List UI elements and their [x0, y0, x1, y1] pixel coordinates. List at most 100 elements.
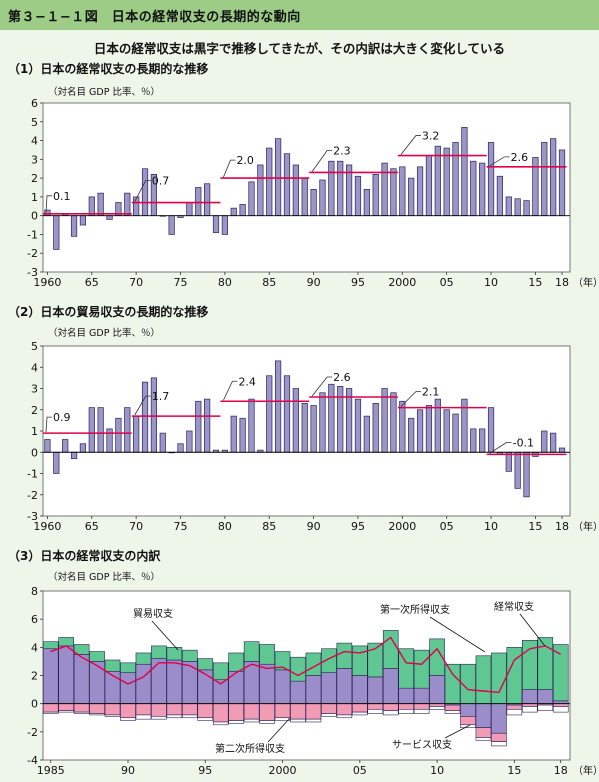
- panel1-bar: [443, 147, 450, 217]
- panel3-stack-segment: [475, 703, 492, 728]
- panel2-bar: [133, 415, 140, 453]
- panel3-stack-segment: [491, 732, 507, 742]
- panel3-stack-segment: [73, 703, 90, 713]
- panel1-bar: [230, 207, 237, 217]
- panel3-annotation: 第二次所得収支: [215, 742, 285, 755]
- panel3-stack-segment: [413, 649, 430, 689]
- panel1-average-label: 0.7: [152, 175, 170, 188]
- panel2-bar: [372, 403, 379, 453]
- panel1-bar: [434, 145, 441, 217]
- panel3-stack-segment: [58, 710, 74, 713]
- panel1-title: （1）日本の経常収支の長期的な推移: [8, 62, 209, 76]
- panel3-stack-segment: [429, 675, 445, 704]
- panel1-bar: [319, 179, 326, 217]
- panel3-stack-segment: [120, 717, 136, 721]
- panel3-stack-segment: [228, 652, 244, 672]
- panel1-bar: [514, 198, 521, 217]
- panel1-xtick-label: 85: [262, 276, 276, 289]
- panel3-stack-segment: [259, 644, 275, 665]
- panel3-stack-segment: [522, 706, 538, 713]
- panel2-bar: [44, 439, 51, 453]
- panel1-average-leader: [311, 150, 333, 172]
- panel1-xtick-label: 80: [218, 276, 232, 289]
- panel1-xtick-label: 90: [307, 276, 321, 289]
- panel3-stack-segment: [212, 703, 229, 723]
- panel2-bar: [381, 388, 388, 453]
- panel3-stack-segment: [321, 703, 337, 714]
- panel3-stack-segment: [537, 689, 554, 704]
- panel3-annotation-leader: [429, 616, 486, 653]
- panel2-average-leader: [311, 376, 333, 397]
- panel3-stack-segment: [475, 727, 492, 738]
- panel1-bar: [70, 215, 78, 237]
- panel3-stack-segment: [382, 710, 399, 716]
- panel3-stack-segment: [398, 687, 414, 704]
- panel3-stack-segment: [212, 662, 229, 681]
- panel1-bar: [221, 215, 228, 235]
- panel1-bar: [97, 192, 104, 217]
- panel3-stack-segment: [166, 659, 183, 704]
- panel2-bar: [266, 375, 273, 453]
- panel2-bar: [275, 360, 282, 453]
- panel3-annotation-leader: [519, 613, 546, 647]
- panel3-stack-segment: [352, 711, 368, 716]
- panel2-bar: [425, 405, 433, 453]
- panel1-xtick-label: 1960: [33, 276, 61, 289]
- panel1-average-leader: [489, 156, 510, 167]
- panel3-stack-segment: [197, 658, 214, 671]
- panel3-stack-segment: [243, 718, 260, 723]
- panel3-ytick-label: 0: [31, 698, 38, 711]
- panel2-bar: [141, 381, 149, 453]
- panel3-ytick-label: -4: [27, 754, 38, 767]
- panel3-stack-segment: [290, 680, 306, 704]
- panel1-bar: [337, 160, 344, 217]
- panel2-bar: [479, 428, 486, 453]
- panel3-stack-segment: [89, 661, 105, 704]
- panel1-bar: [248, 181, 255, 217]
- panel2-bar: [558, 447, 566, 453]
- panel3-stack-segment: [73, 654, 90, 704]
- panel2-bar: [523, 451, 530, 498]
- panel3-stack-segment: [460, 703, 476, 717]
- panel2-bar: [470, 428, 477, 453]
- panel3-stack-segment: [444, 710, 461, 714]
- panel3-stack-segment: [166, 647, 183, 661]
- panel3-stack-segment: [42, 648, 59, 704]
- panel1-xtick-label: 95: [351, 276, 365, 289]
- panel1-bar: [523, 200, 530, 217]
- panel1-bar: [541, 142, 548, 217]
- panel3-annotation: 貿易収支: [133, 608, 173, 620]
- panel3-xtick-label: 10: [430, 764, 444, 777]
- panel2-average-label: 2.4: [238, 375, 256, 388]
- panel1-xtick-label: 05: [440, 276, 454, 289]
- panel3-stack-segment: [89, 713, 105, 716]
- panel1-bar: [381, 162, 388, 217]
- panel1-bar: [88, 196, 95, 217]
- panel3-stack-segment: [367, 676, 384, 704]
- panel3-stack-segment: [522, 639, 538, 690]
- panel2-bar: [150, 377, 158, 453]
- panel3-annotation: サービス収支: [392, 739, 452, 751]
- panel1-bar: [124, 192, 131, 217]
- panel1-bar: [558, 149, 566, 217]
- panel1-xtick-label: 18: [555, 276, 569, 289]
- panel3-unit-label: （対名目 GDP 比率、％）: [48, 572, 160, 583]
- panel3-stack-segment: [506, 708, 523, 716]
- panel3-stack-segment: [305, 675, 322, 704]
- panel2-year-suffix: （年）: [573, 520, 599, 533]
- panel3-stack-segment: [460, 716, 476, 726]
- panel3-stack-segment: [120, 662, 136, 673]
- panel2-bar: [62, 439, 69, 453]
- panel2-average-label: 2.1: [422, 386, 440, 399]
- panel3-stack-segment: [104, 714, 121, 717]
- panel2-average-leader: [223, 380, 238, 401]
- panel3-stack-segment: [537, 704, 554, 712]
- panel3-xtick-label: 95: [198, 764, 212, 777]
- panel2-title: （2）日本の貿易収支の長期的な推移: [8, 305, 209, 319]
- figure-header: 第３−１−１図 日本の経常収支の長期的な動向: [0, 0, 599, 30]
- panel3-stack-segment: [58, 703, 74, 712]
- panel1-ytick-label: 2: [31, 172, 38, 185]
- panel3-stack-segment: [491, 741, 507, 747]
- panel3-stack-segment: [336, 714, 353, 719]
